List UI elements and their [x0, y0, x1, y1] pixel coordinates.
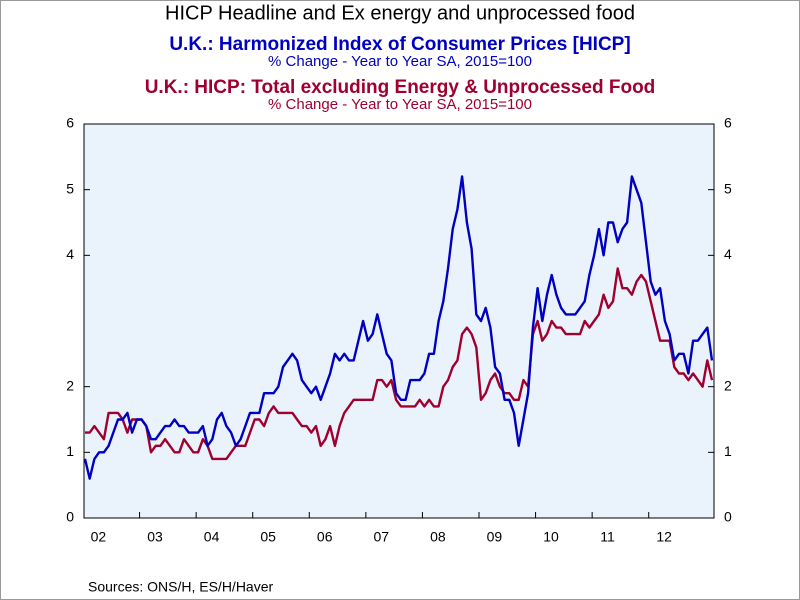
series-line [83, 175, 714, 480]
x-tick-label: 10 [543, 529, 559, 545]
y-tick-label: 6 [66, 115, 74, 131]
x-tick-label: 02 [91, 529, 107, 545]
y-tick-label: 2 [66, 377, 74, 393]
subtitle: U.K.: Harmonized Index of Consumer Price… [169, 34, 630, 55]
series-line [85, 267, 714, 461]
chart-title: HICP Headline and Ex energy and unproces… [165, 2, 635, 24]
subtitle: % Change - Year to Year SA, 2015=100 [268, 96, 532, 113]
x-tick-label: 06 [317, 529, 333, 545]
y2-tick-label: 1 [724, 443, 732, 459]
x-tick-label: 05 [260, 529, 276, 545]
source-note: Sources: ONS/H, ES/H/Haver [88, 579, 274, 595]
x-tick-label: 12 [656, 529, 672, 545]
y2-tick-label: 2 [724, 377, 732, 393]
y-tick-label: 1 [66, 443, 74, 459]
x-tick-label: 09 [487, 529, 503, 545]
y-tick-label: 0 [66, 509, 74, 525]
subtitle: U.K.: HICP: Total excluding Energy & Unp… [145, 77, 656, 98]
x-tick-label: 08 [430, 529, 446, 545]
y2-tick-label: 5 [724, 180, 732, 196]
x-tick-label: 04 [204, 529, 220, 545]
x-tick-label: 03 [147, 529, 163, 545]
y-tick-label: 5 [66, 180, 74, 196]
x-tick-label: 07 [373, 529, 389, 545]
y2-tick-label: 4 [724, 246, 732, 262]
x-tick-label: 11 [600, 529, 615, 545]
y2-tick-label: 6 [724, 115, 732, 131]
plot-area [83, 123, 715, 519]
y2-tick-label: 0 [724, 509, 732, 525]
y-tick-label: 4 [66, 246, 74, 262]
subtitle: % Change - Year to Year SA, 2015=100 [268, 53, 532, 70]
